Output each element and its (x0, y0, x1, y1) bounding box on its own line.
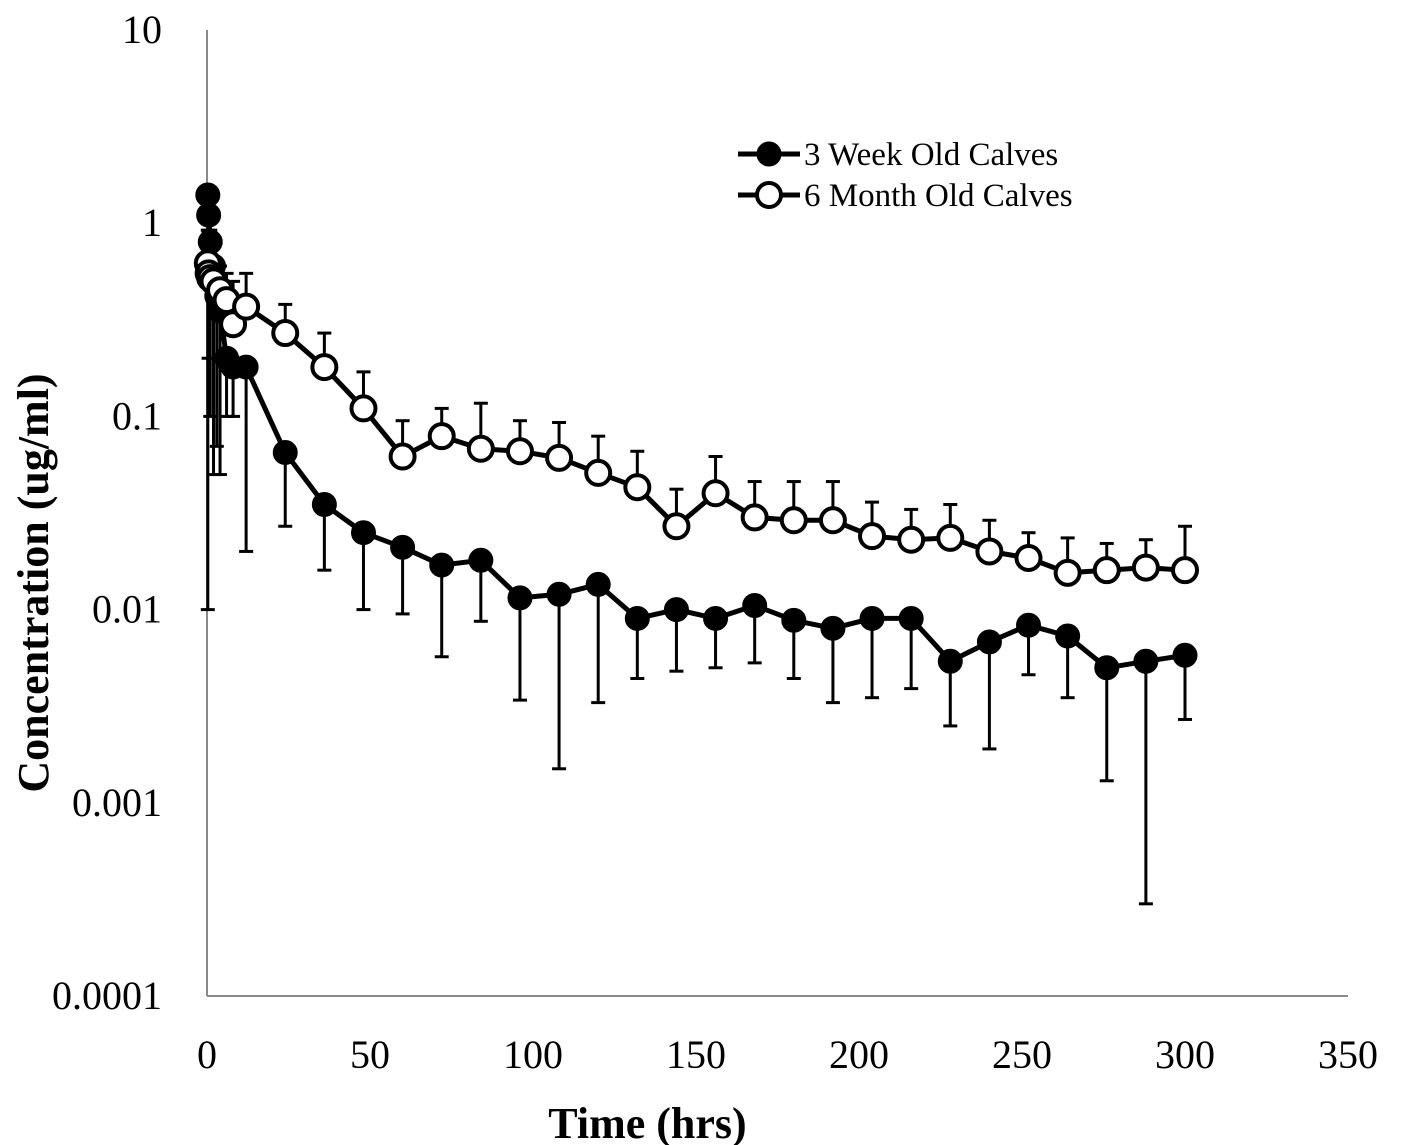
data-point (740, 503, 769, 532)
data-point (623, 473, 652, 502)
x-tick-label: 350 (1318, 1032, 1378, 1077)
data-point (897, 525, 926, 554)
data-point (663, 597, 689, 623)
data-point (662, 512, 691, 541)
data-point (390, 534, 416, 560)
data-point (311, 491, 337, 517)
data-point (703, 605, 729, 631)
data-point (818, 506, 847, 535)
data-point (585, 571, 611, 597)
y-tick-label: 1 (142, 200, 162, 245)
data-point (937, 648, 963, 674)
data-point (1171, 556, 1199, 585)
data-point (936, 523, 965, 552)
y-tick-label: 10 (122, 7, 162, 52)
data-point (546, 581, 572, 607)
data-point (742, 593, 768, 619)
data-point (976, 629, 1002, 655)
data-point (545, 443, 574, 472)
data-point (624, 605, 650, 631)
y-tick-label: 0.1 (112, 393, 162, 438)
x-tick-label: 50 (350, 1032, 390, 1077)
data-point (429, 552, 455, 578)
data-point (350, 520, 376, 546)
y-axis-title: Concentration (ug/ml) (9, 373, 58, 792)
x-tick-labels: 0 50 100 150 200 250 300 350 (197, 1032, 1378, 1077)
data-point (1172, 642, 1198, 668)
data-point (1055, 623, 1081, 649)
data-point (820, 615, 846, 641)
data-point (1053, 558, 1082, 587)
data-point (781, 607, 807, 633)
x-tick-label: 150 (666, 1032, 726, 1077)
data-point (859, 605, 885, 631)
x-tick-label: 100 (503, 1032, 563, 1077)
y-tick-label: 0.0001 (52, 973, 162, 1018)
data-point (232, 292, 261, 321)
axes (206, 30, 1348, 997)
x-tick-label: 200 (829, 1032, 889, 1077)
data-point (507, 585, 533, 611)
data-point (388, 442, 417, 471)
legend: 3 Week Old Calves 6 Month Old Calves (738, 137, 1073, 214)
y-tick-labels: 0.0001 0.001 0.01 0.1 1 10 (52, 7, 162, 1018)
data-point (1131, 553, 1160, 582)
legend-label: 3 Week Old Calves (804, 137, 1058, 173)
legend-marker (755, 181, 783, 209)
data-point (1094, 655, 1120, 681)
data-point (701, 479, 730, 508)
data-point (1014, 543, 1043, 572)
data-point (196, 202, 222, 228)
legend-marker (756, 141, 782, 167)
data-point (271, 319, 300, 348)
data-point (310, 353, 339, 382)
x-tick-label: 250 (992, 1032, 1052, 1077)
data-point (1092, 556, 1121, 585)
data-point (1016, 612, 1042, 638)
data-point (584, 458, 613, 487)
x-axis-title: Time (hrs) (548, 1099, 746, 1145)
data-point (427, 422, 456, 451)
y-tick-label: 0.001 (72, 780, 162, 825)
data-point (466, 434, 495, 463)
series-markers (193, 182, 1199, 681)
data-point (233, 354, 259, 380)
data-point (898, 605, 924, 631)
data-point (779, 506, 808, 535)
data-point (272, 440, 298, 466)
series-lines (205, 194, 1186, 671)
data-point (858, 522, 887, 551)
data-point (505, 437, 534, 466)
legend-label: 6 Month Old Calves (804, 178, 1073, 214)
data-point (349, 394, 378, 423)
data-point (468, 547, 494, 573)
data-point (975, 537, 1004, 566)
series-line (205, 194, 1186, 671)
data-point (1133, 648, 1159, 674)
x-tick-label: 300 (1155, 1032, 1215, 1077)
x-tick-label: 0 (197, 1032, 217, 1077)
error-bars (200, 194, 1192, 906)
y-tick-label: 0.01 (92, 587, 162, 632)
